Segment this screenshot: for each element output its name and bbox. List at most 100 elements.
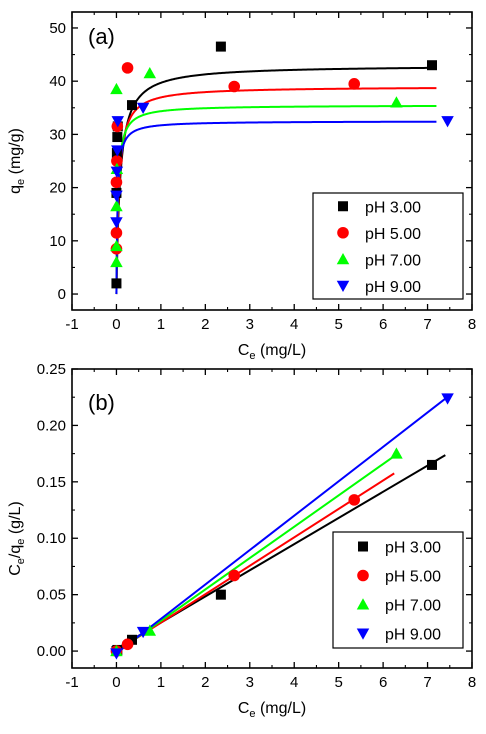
data-point-s3-6: [441, 116, 454, 128]
y-axis-label: Ce/qe (g/L): [7, 501, 27, 576]
data-point-s1-1: [110, 227, 123, 239]
data-point-s0-3: [112, 132, 123, 143]
legend: pH 3.00 pH 5.00 pH 7.00 pH 9.00: [332, 531, 464, 649]
data-point-s1-5: [121, 62, 134, 74]
y-tick-label: 0.15: [37, 474, 66, 491]
y-tick-label: 10: [49, 233, 66, 250]
y-tick-label: 0: [58, 286, 66, 303]
legend: pH 3.00 pH 5.00 pH 7.00 pH 9.00: [312, 192, 464, 300]
legend-label-0: pH 3.00: [385, 540, 441, 557]
x-tick-label: -1: [65, 674, 78, 691]
data-point-s3-2: [110, 166, 124, 178]
x-tick-label: 2: [201, 316, 209, 333]
x-tick-label: 4: [290, 316, 298, 333]
data-point-s2-5: [143, 66, 157, 79]
data-point-s2-4: [110, 82, 123, 95]
y-tick-label: 0.20: [37, 417, 66, 434]
fit-line-2: [115, 105, 437, 295]
data-point-s3-0: [110, 217, 123, 229]
data-point-s1-2: [110, 176, 123, 189]
legend-marker-1: [337, 226, 349, 239]
chart-panel-b: -1 0 1 2 3 4 5 6 7 8 0.00 0.05 0.10 0.15 0.20 0.25 Ce (m…: [7, 361, 476, 720]
data-point-s0-3: [215, 589, 226, 600]
x-tick-label: 5: [334, 316, 342, 333]
data-point-s1-3: [111, 155, 123, 167]
data-point-s3-0: [110, 648, 123, 660]
legend-marker-3: [356, 628, 370, 640]
x-tick-label: 6: [379, 674, 387, 691]
legend-label-1: pH 5.00: [385, 569, 441, 586]
x-tick-label: 3: [246, 674, 254, 691]
x-tick-label: 7: [423, 674, 431, 691]
legend-box: [332, 531, 464, 649]
data-point-s2-6: [390, 96, 403, 108]
data-point-s2-0: [110, 255, 123, 268]
x-tick-label: 7: [423, 316, 431, 333]
data-point-s2-2: [110, 199, 123, 212]
data-point-s0-0: [111, 278, 122, 289]
legend-marker-0: [358, 541, 368, 552]
y-tick-label: 0.05: [37, 587, 66, 604]
data-point-s1-3: [348, 494, 361, 506]
legend-marker-2: [336, 253, 350, 265]
legend-label-1: pH 5.00: [365, 226, 421, 243]
data-point-s3-3: [111, 145, 124, 157]
y-tick-label: 30: [49, 126, 66, 143]
legend-label-0: pH 3.00: [365, 199, 421, 216]
data-point-s0-5: [127, 100, 137, 111]
x-tick-label: -1: [65, 316, 78, 333]
legend-marker-3: [336, 280, 350, 292]
data-point-s3-4: [111, 116, 125, 128]
x-tick-label: 0: [112, 316, 120, 333]
data-point-s2-1: [143, 624, 157, 636]
legend-marker-1: [357, 569, 369, 582]
fit-line-2: [115, 453, 398, 654]
data-point-s0-6: [215, 41, 226, 52]
panel-label: (a): [88, 24, 115, 49]
y-tick-label: 40: [49, 73, 66, 90]
legend-label-3: pH 9.00: [365, 279, 421, 296]
panel-label: (b): [88, 390, 115, 415]
data-point-s1-2: [228, 569, 241, 582]
data-point-s2-1: [110, 239, 123, 252]
x-tick-label: 3: [246, 316, 254, 333]
legend-label-2: pH 7.00: [385, 598, 441, 615]
x-tick-label: 8: [468, 316, 476, 333]
data-point-s3-1: [136, 626, 150, 639]
x-tick-label: 5: [334, 674, 342, 691]
data-point-s1-6: [228, 80, 241, 93]
data-point-s0-4: [427, 459, 437, 470]
legend-label-2: pH 7.00: [365, 252, 421, 269]
fit-line-3: [115, 396, 449, 655]
data-point-s0-2: [127, 634, 137, 645]
legend-marker-2: [356, 598, 370, 610]
y-tick-label: 0.10: [37, 530, 66, 547]
data-point-s3-1: [110, 190, 123, 202]
chart-panel-a: -1 0 1 2 3 4 5 6 7 8 0 10 20 30 40 50 Ce (mg/L) qe (mg/g)…: [7, 11, 476, 362]
x-tick-label: 4: [290, 674, 298, 691]
data-point-s1-7: [348, 78, 361, 90]
y-axis-label: qe (mg/g): [7, 128, 27, 194]
x-tick-label: 1: [157, 674, 165, 691]
y-tick-label: 50: [49, 20, 66, 37]
x-axis-label: Ce (mg/L): [238, 342, 306, 362]
y-tick-label: 0.00: [37, 643, 66, 660]
x-axis-label: Ce (mg/L): [238, 700, 306, 720]
x-tick-label: 0: [112, 674, 120, 691]
y-tick-label: 0.25: [37, 361, 66, 378]
x-tick-label: 8: [468, 674, 476, 691]
data-point-s2-2: [390, 447, 403, 459]
data-point-s1-1: [121, 638, 134, 651]
fit-line-3: [115, 120, 437, 295]
x-tick-label: 2: [201, 674, 209, 691]
legend-label-3: pH 9.00: [385, 627, 441, 644]
data-point-s3-2: [441, 393, 454, 405]
legend-marker-0: [338, 201, 348, 212]
fit-line-1: [115, 472, 395, 652]
x-tick-label: 1: [157, 316, 165, 333]
data-point-s0-7: [427, 60, 437, 71]
data-point-s3-5: [136, 102, 150, 115]
y-tick-label: 20: [49, 180, 66, 197]
x-tick-label: 6: [379, 316, 387, 333]
